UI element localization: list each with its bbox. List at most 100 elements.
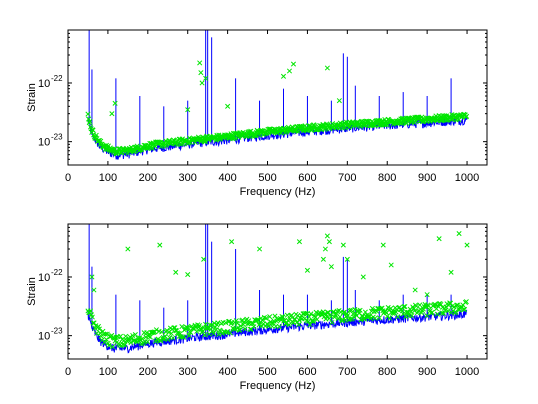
- marker-158: [223, 320, 229, 326]
- marker-150: [216, 331, 222, 337]
- marker-214: [272, 313, 278, 319]
- marker-279: [329, 319, 335, 326]
- x-tick-label: 100: [99, 366, 117, 378]
- marker-8: [91, 320, 97, 326]
- marker-1: [85, 111, 91, 117]
- marker-420: [453, 309, 459, 315]
- outlier-marker-1: [109, 111, 115, 117]
- marker-21: [102, 331, 109, 337]
- outlier-marker-3: [185, 107, 191, 113]
- marker-167: [231, 326, 237, 332]
- outlier-marker-10: [296, 239, 303, 245]
- x-tick-label: 500: [258, 366, 276, 378]
- marker-25: [106, 342, 112, 348]
- marker-253: [306, 314, 312, 320]
- marker-311: [357, 307, 363, 313]
- marker-106: [152, 143, 158, 149]
- marker-429: [461, 306, 467, 312]
- marker-174: [237, 327, 243, 333]
- axes-frame: [67, 29, 488, 166]
- x-tick-label: 800: [378, 172, 396, 184]
- marker-328: [372, 315, 378, 321]
- marker-109: [180, 334, 186, 340]
- y-axis-label: Strain: [26, 83, 38, 112]
- outlier-marker-13: [322, 246, 328, 252]
- outlier-marker-10: [286, 68, 293, 74]
- y-tick-exponent: -23: [51, 133, 63, 142]
- marker-218: [275, 316, 282, 322]
- marker-255: [308, 311, 314, 317]
- outlier-marker-7: [203, 75, 209, 81]
- outlier-marker-9: [256, 246, 263, 252]
- marker-69: [145, 339, 151, 345]
- x-tick-label: 100: [99, 172, 117, 184]
- marker-94: [144, 145, 150, 151]
- marker-301: [348, 307, 354, 313]
- outlier-marker-17: [340, 242, 346, 248]
- marker-169: [232, 326, 238, 332]
- outlier-marker-12: [324, 65, 330, 71]
- marker-323: [368, 316, 374, 322]
- y-tick-label: 10: [38, 331, 50, 343]
- marker-406: [440, 310, 447, 316]
- spectrum-line: [87, 309, 468, 354]
- marker-387: [424, 313, 430, 319]
- marker-399: [434, 311, 440, 317]
- outlier-marker-5: [198, 70, 204, 76]
- x-tick-label: 900: [418, 172, 436, 184]
- x-tick-label: 1000: [455, 366, 479, 378]
- marker-125: [194, 328, 200, 334]
- marker-79: [153, 327, 159, 333]
- marker-96: [168, 330, 174, 337]
- marker-288: [337, 314, 343, 320]
- marker-163: [227, 330, 233, 336]
- outlier-marker-14: [324, 233, 330, 239]
- marker-362: [402, 304, 408, 310]
- marker-152: [217, 328, 224, 334]
- x-tick-label: 400: [218, 366, 236, 378]
- marker-418: [451, 304, 457, 310]
- x-tick-label: 600: [298, 366, 316, 378]
- y-tick-exponent: -23: [51, 327, 63, 336]
- outlier-marker-19: [360, 274, 366, 280]
- marker-421: [454, 302, 460, 308]
- x-tick-label: 200: [139, 172, 157, 184]
- marker-3: [86, 120, 92, 126]
- marker-129: [197, 326, 203, 332]
- x-tick-label: 700: [338, 172, 356, 184]
- marker-404: [439, 310, 445, 316]
- plot-area: [85, 224, 470, 354]
- x-tick-label: 300: [179, 172, 197, 184]
- outlier-marker-26: [456, 230, 462, 237]
- marker-233: [289, 312, 295, 318]
- x-tick-label: 900: [418, 366, 436, 378]
- outlier-marker-15: [326, 239, 332, 245]
- outlier-marker-8: [225, 103, 231, 109]
- outlier-marker-11: [290, 61, 297, 67]
- marker-393: [429, 309, 435, 315]
- outlier-marker-13: [336, 98, 342, 104]
- marker-68: [144, 330, 150, 336]
- marker-273: [324, 314, 330, 320]
- outlier-marker-9: [280, 73, 287, 79]
- marker-108: [179, 324, 185, 330]
- marker-325: [369, 305, 375, 311]
- marker-44: [123, 333, 129, 339]
- outlier-marker-16: [328, 264, 334, 270]
- marker-128: [196, 323, 202, 329]
- marker-9: [90, 127, 96, 133]
- marker-140: [207, 322, 213, 328]
- marker-345: [387, 315, 393, 321]
- outlier-marker-1: [89, 274, 95, 280]
- x-tick-label: 0: [65, 366, 71, 378]
- marker-370: [409, 312, 415, 319]
- marker-428: [358, 123, 364, 130]
- outlier-marker-21: [388, 262, 394, 268]
- marker-333: [376, 315, 382, 321]
- marker-379: [417, 302, 423, 308]
- x-tick-label: 0: [65, 172, 71, 184]
- x-tick-label: 400: [218, 172, 236, 184]
